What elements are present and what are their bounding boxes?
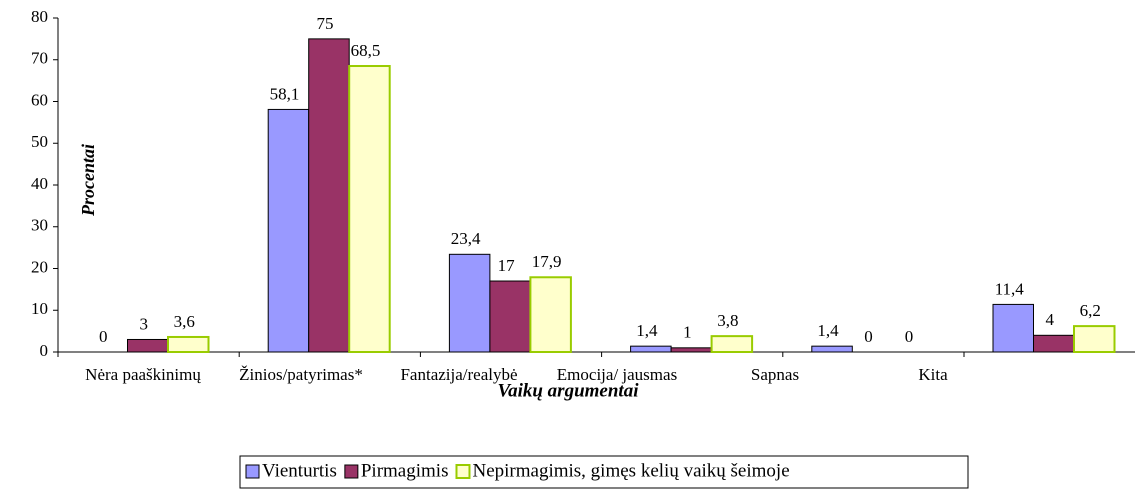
legend-label: Vienturtis [262, 460, 337, 481]
bar [127, 338, 169, 353]
bar [529, 276, 572, 353]
y-tick-label: 40 [31, 174, 48, 193]
legend-swatch [245, 464, 260, 479]
bar [630, 345, 672, 353]
value-label: 0 [99, 327, 108, 346]
y-tick-label: 30 [31, 216, 48, 235]
x-tick-label: Nėra paaškinimų [85, 365, 201, 384]
legend-swatch [455, 464, 471, 479]
value-label: 23,4 [451, 229, 481, 248]
y-tick-label: 60 [31, 90, 48, 109]
y-tick-label: 70 [31, 49, 48, 68]
y-tick-label: 10 [31, 299, 48, 318]
bar [167, 335, 210, 354]
x-tick-label: Žinios/patyrimas* [239, 365, 363, 384]
bar [348, 65, 391, 353]
x-tick-label: Emocija/ jausmas [557, 365, 677, 384]
y-tick-label: 50 [31, 132, 48, 151]
y-tick-label: 0 [40, 341, 49, 360]
bar [308, 38, 350, 353]
value-label: 3,8 [717, 311, 738, 330]
bar [489, 280, 531, 353]
value-label: 17,9 [532, 252, 562, 271]
value-label: 11,4 [995, 279, 1025, 298]
x-tick-label: Fantazija/realybė [400, 365, 517, 384]
value-label: 1 [683, 323, 692, 342]
legend-swatch [344, 464, 359, 479]
value-label: 0 [864, 327, 873, 346]
legend-label: Pirmagimis [361, 460, 449, 481]
bar [670, 347, 713, 353]
value-label: 75 [316, 14, 333, 33]
y-tick-label: 20 [31, 257, 48, 276]
value-label: 0 [905, 327, 914, 346]
x-tick-label: Sapnas [751, 365, 799, 384]
legend-label: Nepirmagimis, gimęs kelių vaikų šeimoje [472, 460, 789, 481]
value-label: 6,2 [1080, 301, 1101, 320]
value-label: 3,6 [174, 312, 195, 331]
bar [992, 303, 1034, 353]
value-label: 1,4 [817, 321, 839, 340]
y-axis-title: Procentai [78, 144, 98, 217]
x-axis-title: Vaikų argumentai [498, 380, 640, 401]
y-tick-label: 80 [31, 7, 48, 26]
value-label: 1,4 [636, 321, 658, 340]
value-label: 17 [498, 256, 516, 275]
bar [448, 253, 491, 353]
value-label: 3 [140, 314, 149, 333]
x-tick-label: Kita [918, 365, 948, 384]
bar [1073, 325, 1116, 353]
bar [267, 108, 310, 353]
value-label: 58,1 [270, 84, 300, 103]
bar [710, 335, 754, 354]
bar [1033, 334, 1075, 353]
value-label: 4 [1046, 310, 1055, 329]
legend-box [239, 455, 969, 489]
value-label: 68,5 [351, 41, 381, 60]
bar [811, 345, 853, 353]
